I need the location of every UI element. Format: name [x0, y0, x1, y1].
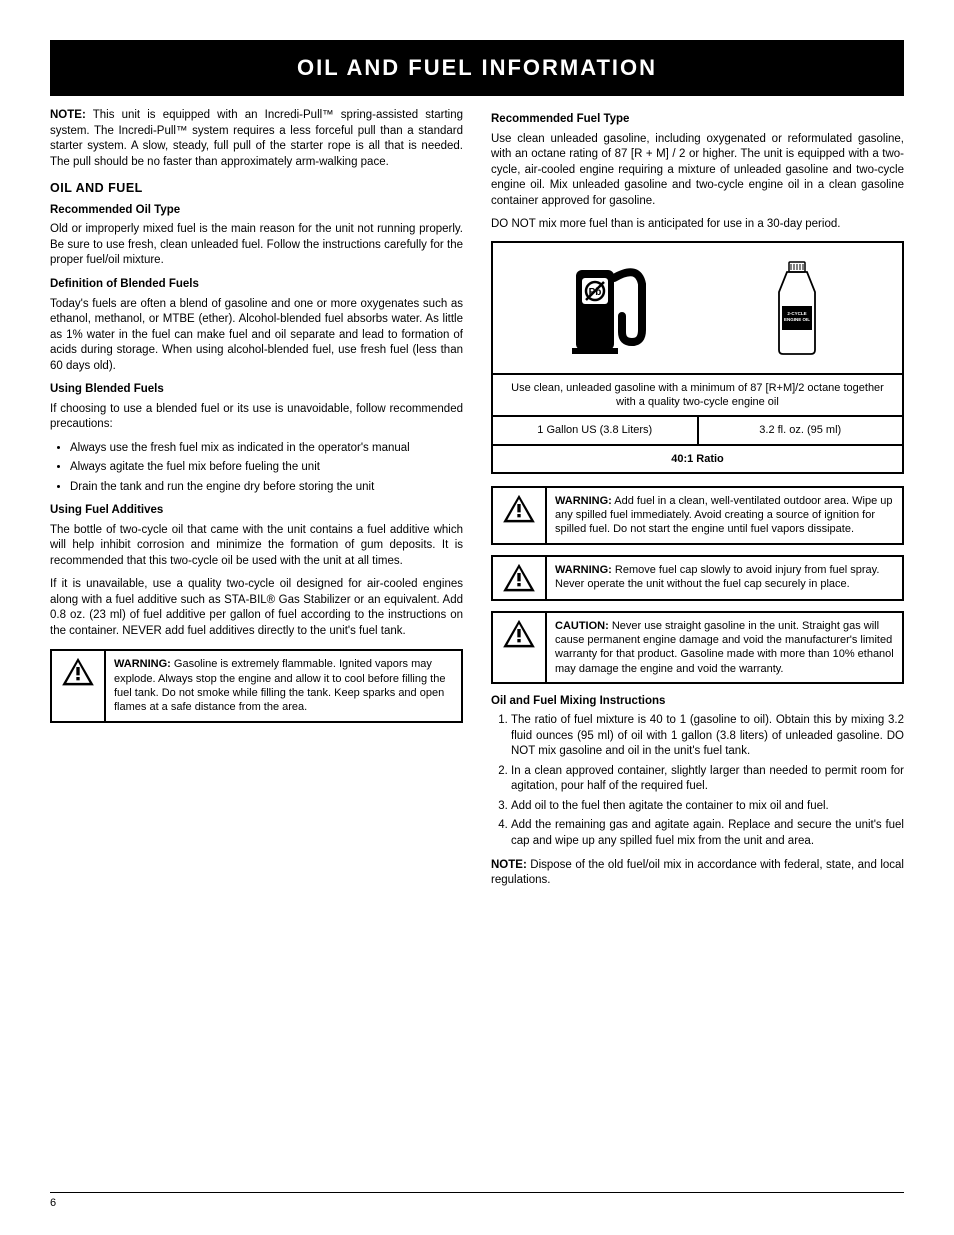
paragraph-additives-2: If it is unavailable, use a quality two-…	[50, 577, 463, 639]
left-column: NOTE: This unit is equipped with an Incr…	[50, 108, 463, 897]
header-bar: OIL AND FUEL INFORMATION	[50, 40, 904, 96]
subheading-additives: Using Fuel Additives	[50, 503, 463, 519]
warning-box-fuel-cap: WARNING: Remove fuel cap slowly to avoid…	[491, 555, 904, 601]
note-label: NOTE:	[50, 109, 86, 121]
disposal-note: NOTE: Dispose of the old fuel/oil mix in…	[491, 858, 904, 889]
step-item: Add the remaining gas and agitate again.…	[511, 818, 904, 849]
section-heading-oil-fuel: OIL AND FUEL	[50, 180, 463, 197]
fuel-table-oz: 3.2 fl. oz. (95 ml)	[699, 417, 903, 443]
paragraph-blended-def: Today's fuels are often a blend of gasol…	[50, 297, 463, 375]
warning-icon-cell	[493, 613, 547, 682]
fuel-table-mix-row: 1 Gallon US (3.8 Liters) 3.2 fl. oz. (95…	[493, 415, 902, 443]
bullet-item: Always agitate the fuel mix before fueli…	[70, 460, 463, 476]
fuel-table-icon-row: Pb 2-CYCLE	[493, 243, 902, 373]
warning-triangle-icon	[502, 619, 536, 649]
paragraph-fuel-30day: DO NOT mix more fuel than is anticipated…	[491, 217, 904, 233]
warning-box-flammable: WARNING: Gasoline is extremely flammable…	[50, 649, 463, 722]
page: OIL AND FUEL INFORMATION NOTE: This unit…	[0, 0, 954, 1235]
page-footer: 6	[50, 1192, 904, 1209]
subheading-using-blended: Using Blended Fuels	[50, 382, 463, 398]
page-title: OIL AND FUEL INFORMATION	[297, 55, 657, 81]
warning-triangle-icon	[61, 657, 95, 687]
oil-bottle-icon: 2-CYCLE ENGINE OIL	[767, 258, 827, 358]
right-column: Recommended Fuel Type Use clean unleaded…	[491, 108, 904, 897]
fuel-table-desc-row: Use clean, unleaded gasoline with a mini…	[493, 373, 902, 416]
warning-icon-cell	[493, 557, 547, 599]
mixing-steps: The ratio of fuel mixture is 40 to 1 (ga…	[491, 713, 904, 849]
fuel-table-ratio: 40:1 Ratio	[493, 446, 902, 472]
caution-box-straight-gas: CAUTION: Never use straight gasoline in …	[491, 611, 904, 684]
bullet-item: Drain the tank and run the engine dry be…	[70, 480, 463, 496]
warning-text: WARNING: Add fuel in a clean, well-venti…	[547, 488, 902, 543]
intro-note-body: This unit is equipped with an Incredi-Pu…	[50, 109, 463, 168]
paragraph-using-blended: If choosing to use a blended fuel or its…	[50, 402, 463, 433]
disposal-note-body: Dispose of the old fuel/oil mix in accor…	[491, 859, 904, 887]
page-number: 6	[50, 1197, 56, 1209]
warning-triangle-icon	[502, 563, 536, 593]
warning-triangle-icon	[502, 494, 536, 524]
warning-text: WARNING: Remove fuel cap slowly to avoid…	[547, 557, 902, 599]
paragraph-oil-type: Old or improperly mixed fuel is the main…	[50, 222, 463, 269]
gas-pump-icon: Pb	[568, 258, 658, 358]
step-item: In a clean approved container, slightly …	[511, 764, 904, 795]
caution-text: CAUTION: Never use straight gasoline in …	[547, 613, 902, 682]
fuel-table-desc: Use clean, unleaded gasoline with a mini…	[493, 375, 902, 416]
step-item: The ratio of fuel mixture is 40 to 1 (ga…	[511, 713, 904, 760]
fuel-table-gallon: 1 Gallon US (3.8 Liters)	[493, 417, 699, 443]
fuel-mix-table: Pb 2-CYCLE	[491, 241, 904, 474]
warning-label: WARNING:	[555, 564, 612, 576]
svg-text:2-CYCLE: 2-CYCLE	[788, 311, 807, 316]
fuel-table-ratio-row: 40:1 Ratio	[493, 444, 902, 472]
blended-bullets: Always use the fresh fuel mix as indicat…	[50, 441, 463, 496]
note-label: NOTE:	[491, 859, 527, 871]
subheading-recommended-fuel: Recommended Fuel Type	[491, 112, 904, 128]
two-column-layout: NOTE: This unit is equipped with an Incr…	[50, 108, 904, 897]
warning-label: WARNING:	[114, 658, 171, 670]
warning-icon-cell	[52, 651, 106, 720]
paragraph-fuel-type: Use clean unleaded gasoline, including o…	[491, 132, 904, 210]
bullet-item: Always use the fresh fuel mix as indicat…	[70, 441, 463, 457]
subheading-mixing-instructions: Oil and Fuel Mixing Instructions	[491, 694, 904, 710]
warning-box-ventilation: WARNING: Add fuel in a clean, well-venti…	[491, 486, 904, 545]
step-item: Add oil to the fuel then agitate the con…	[511, 799, 904, 815]
intro-note: NOTE: This unit is equipped with an Incr…	[50, 108, 463, 170]
subheading-recommended-oil: Recommended Oil Type	[50, 203, 463, 219]
warning-label: WARNING:	[555, 495, 612, 507]
warning-text: WARNING: Gasoline is extremely flammable…	[106, 651, 461, 720]
svg-text:ENGINE OIL: ENGINE OIL	[784, 317, 810, 322]
paragraph-additives-1: The bottle of two-cycle oil that came wi…	[50, 523, 463, 570]
caution-label: CAUTION:	[555, 620, 609, 632]
subheading-blended-def: Definition of Blended Fuels	[50, 277, 463, 293]
warning-icon-cell	[493, 488, 547, 543]
